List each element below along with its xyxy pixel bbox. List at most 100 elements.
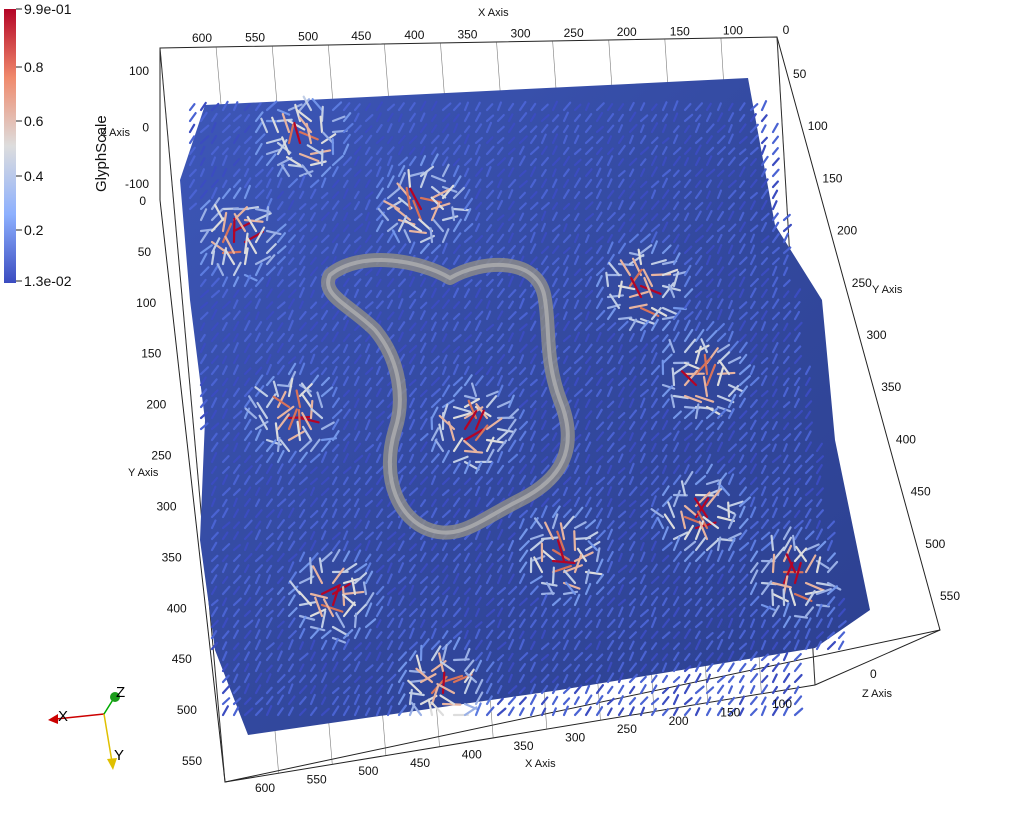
vector-glyph xyxy=(716,244,723,255)
vector-glyph xyxy=(738,135,748,145)
vector-glyph xyxy=(760,257,769,266)
vector-glyph xyxy=(232,574,242,585)
vector-glyph xyxy=(188,189,198,200)
vector-glyph xyxy=(716,135,726,145)
vector-glyph xyxy=(661,113,669,123)
vector-glyph xyxy=(452,462,461,475)
vector-glyph xyxy=(221,617,229,629)
vector-glyph xyxy=(705,479,720,486)
vector-glyph xyxy=(804,640,811,651)
vector-glyph xyxy=(276,201,284,211)
vector-glyph xyxy=(496,157,507,167)
vector-glyph xyxy=(661,653,669,662)
vector-glyph xyxy=(562,277,570,288)
vector-glyph xyxy=(353,498,360,508)
vector-glyph xyxy=(617,280,623,299)
vector-glyph xyxy=(529,675,537,684)
vector-glyph xyxy=(298,234,305,244)
vector-glyph xyxy=(573,103,582,112)
vector-glyph xyxy=(412,199,423,222)
vector-glyph xyxy=(661,674,669,684)
vector-glyph xyxy=(529,389,538,398)
vector-glyph xyxy=(661,420,669,431)
vector-glyph xyxy=(353,288,360,299)
vector-glyph xyxy=(617,510,627,519)
vector-glyph xyxy=(265,705,273,717)
vector-glyph xyxy=(617,189,626,200)
vector-glyph xyxy=(749,146,759,156)
vector-glyph xyxy=(441,671,446,695)
vector-glyph xyxy=(318,557,324,574)
vector-glyph xyxy=(452,437,464,453)
vector-glyph xyxy=(683,190,692,200)
vector-glyph xyxy=(430,174,447,183)
vector-glyph xyxy=(254,573,261,585)
vector-glyph xyxy=(375,112,382,123)
vector-glyph xyxy=(760,662,770,673)
vector-glyph xyxy=(221,422,230,431)
vector-glyph xyxy=(694,201,704,211)
vector-glyph xyxy=(320,530,327,541)
vector-glyph xyxy=(496,662,503,673)
vector-glyph xyxy=(441,595,449,607)
vector-glyph xyxy=(221,312,231,321)
vector-glyph xyxy=(485,180,494,189)
vector-glyph xyxy=(617,652,625,662)
vector-glyph xyxy=(738,113,746,123)
vector-glyph xyxy=(749,365,756,376)
vector-glyph xyxy=(683,504,699,518)
vector-glyph xyxy=(661,168,672,178)
orientation-axes-widget: X Y Z xyxy=(48,684,125,770)
vector-glyph xyxy=(397,289,403,299)
vector-glyph xyxy=(441,344,451,354)
vector-glyph xyxy=(199,266,210,277)
vector-glyph xyxy=(650,487,660,497)
vector-glyph xyxy=(727,467,736,475)
vector-glyph xyxy=(617,242,627,255)
vector-glyph xyxy=(331,548,341,563)
vector-glyph xyxy=(298,152,320,163)
vector-glyph xyxy=(320,223,327,233)
vector-glyph xyxy=(375,432,383,442)
vector-glyph xyxy=(452,658,470,662)
vector-glyph xyxy=(540,245,550,255)
vector-glyph xyxy=(540,581,558,587)
vector-glyph xyxy=(298,287,305,299)
vector-glyph xyxy=(667,501,676,519)
vector-glyph xyxy=(430,387,441,398)
vector-glyph xyxy=(837,608,846,618)
vector-glyph xyxy=(320,105,324,123)
vector-glyph xyxy=(232,442,239,453)
vector-glyph xyxy=(683,464,690,475)
vector-glyph xyxy=(397,442,403,453)
vector-glyph xyxy=(441,228,450,244)
vector-glyph xyxy=(738,288,745,299)
vector-glyph xyxy=(265,205,270,222)
vector-glyph xyxy=(485,438,506,444)
colorbar-tick-label: 0.2 xyxy=(24,222,44,238)
vector-glyph xyxy=(617,543,625,552)
vector-glyph xyxy=(353,398,360,409)
vector-glyph xyxy=(584,694,593,706)
vector-glyph xyxy=(562,101,572,112)
vector-glyph xyxy=(573,366,582,376)
vector-glyph xyxy=(463,439,478,453)
vector-glyph xyxy=(815,455,825,464)
vector-glyph xyxy=(474,551,482,563)
vector-glyph xyxy=(441,312,449,321)
vector-glyph xyxy=(606,234,613,244)
vector-glyph xyxy=(463,374,473,387)
vector-glyph xyxy=(276,311,287,321)
vector-glyph xyxy=(683,257,693,266)
vector-glyph xyxy=(573,486,582,497)
vector-glyph xyxy=(595,244,603,255)
vector-glyph xyxy=(474,497,481,508)
vector-glyph xyxy=(485,672,493,684)
vector-glyph xyxy=(507,585,518,596)
vector-glyph xyxy=(364,169,373,178)
vector-glyph xyxy=(683,288,694,299)
vector-glyph xyxy=(573,651,584,662)
vector-glyph xyxy=(474,112,482,123)
vector-glyph xyxy=(628,521,638,530)
